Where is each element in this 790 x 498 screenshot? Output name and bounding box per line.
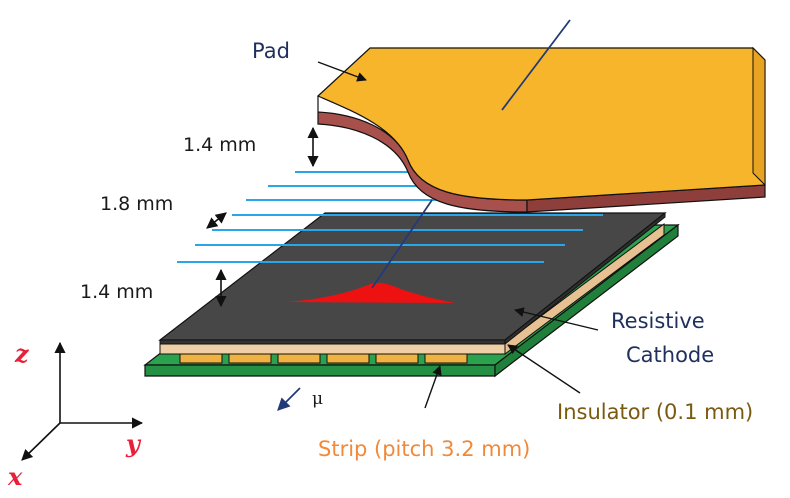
resistive-cathode-front	[159, 339, 506, 345]
insulator-leader	[507, 344, 581, 394]
strip-pad	[179, 353, 223, 364]
x-axis	[21, 422, 61, 461]
pad-label: Pad	[252, 39, 290, 63]
resistive-label: Resistive	[611, 309, 705, 333]
muon-label: μ	[312, 389, 323, 409]
strip-leader	[424, 365, 442, 409]
pcb-board-front	[144, 364, 496, 377]
resistive-leader	[514, 307, 599, 331]
pad-leader	[317, 61, 367, 82]
gap-top-label: 1.4 mm	[183, 134, 256, 156]
pitch-label: 1.8 mm	[100, 193, 173, 215]
resistive-cathode-side	[504, 211, 666, 346]
strip-label: Strip (pitch 3.2 mm)	[318, 437, 530, 461]
pad-electrode-top	[316, 47, 766, 201]
strip-pad	[277, 353, 321, 364]
insulator-layer-front	[159, 342, 506, 355]
muon-track-upper	[501, 19, 571, 111]
cathode-label: Cathode	[626, 343, 714, 367]
strip-pad	[326, 353, 370, 364]
strip-pad	[424, 353, 468, 364]
strip-pad	[375, 353, 419, 364]
muon-track-lower	[277, 387, 301, 411]
z-axis-label: z	[14, 339, 30, 368]
pitch-arrow	[206, 212, 227, 229]
insulator-label: Insulator (0.1 mm)	[557, 400, 753, 424]
gap-bottom-label: 1.4 mm	[80, 281, 153, 303]
strip-pad	[228, 353, 272, 364]
pad-electrode-edge	[752, 46, 766, 187]
x-axis-label: x	[7, 462, 23, 491]
pcb-board-side	[494, 223, 679, 378]
y-axis-label: y	[125, 429, 142, 458]
induced-signal-shape	[283, 282, 455, 303]
muon-track-middle	[371, 199, 433, 289]
insulator-layer-side	[504, 223, 665, 355]
